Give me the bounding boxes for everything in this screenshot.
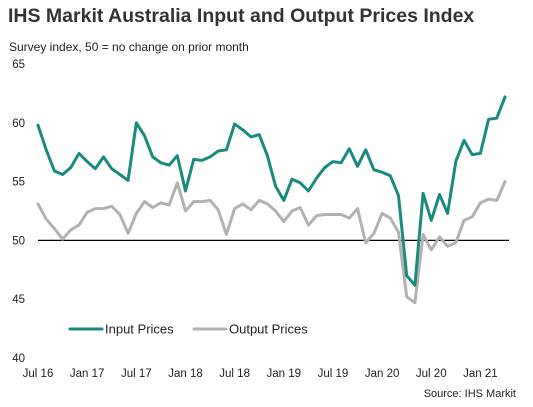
source-note: Source: IHS Markit (423, 388, 516, 400)
x-tick-label: Jul 17 (121, 368, 152, 380)
y-tick-label: 45 (12, 294, 25, 306)
y-tick-label: 55 (12, 177, 25, 189)
y-tick-label: 60 (12, 118, 25, 130)
x-tick-label: Jul 16 (23, 368, 54, 380)
y-tick-label: 40 (12, 353, 25, 365)
legend-label: Output Prices (229, 322, 308, 337)
x-tick-label: Jul 19 (318, 368, 349, 380)
y-tick-label: 50 (12, 235, 25, 247)
x-tick-label: Jan 17 (70, 368, 105, 380)
y-tick-label: 65 (12, 59, 25, 71)
x-tick-label: Jan 20 (365, 368, 400, 380)
x-tick-label: Jul 20 (416, 368, 447, 380)
legend-label: Input Prices (105, 322, 174, 337)
series-line-input-prices (36, 95, 507, 287)
chart-title: IHS Markit Australia Input and Output Pr… (8, 5, 475, 27)
chart-subtitle: Survey index, 50 = no change on prior mo… (9, 40, 249, 54)
x-tick-label: Jan 19 (267, 368, 302, 380)
x-tick-label: Jan 21 (463, 368, 498, 380)
x-tick-label: Jul 18 (219, 368, 250, 380)
x-tick-label: Jan 18 (168, 368, 203, 380)
series-line-output-prices (36, 180, 507, 305)
